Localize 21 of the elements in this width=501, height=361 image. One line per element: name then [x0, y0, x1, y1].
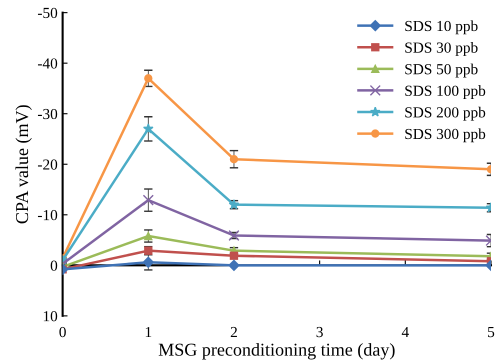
- y-tick-label: -50: [38, 8, 58, 18]
- y-tick-label: 0: [50, 260, 58, 271]
- x-tick-label: 0: [59, 326, 66, 338]
- y-tick-label: -10: [38, 210, 58, 220]
- x-tick-label: 1: [146, 326, 152, 338]
- y-tick-label: 10: [44, 311, 58, 322]
- legend-label: SDS 10 ppb: [405, 20, 478, 34]
- y-tick-label: -40: [38, 58, 58, 69]
- legend-label: SDS 30 ppb: [405, 42, 478, 56]
- x-axis-title: MSG preconditioning time (day): [158, 343, 395, 360]
- legend-label: SDS 300 ppb: [405, 128, 486, 142]
- legend-label: SDS 200 ppb: [405, 106, 486, 121]
- y-axis-title: CPA value (mV): [15, 105, 32, 224]
- y-tick-label: -20: [38, 159, 58, 170]
- x-tick-label: 4: [402, 326, 409, 338]
- legend-label: SDS 50 ppb: [405, 64, 478, 78]
- x-tick-label: 2: [230, 326, 237, 338]
- x-tick-label: 3: [316, 326, 323, 338]
- legend-label: SDS 100 ppb: [405, 85, 486, 100]
- x-tick-label: 5: [488, 327, 494, 338]
- y-tick-label: -30: [38, 108, 58, 120]
